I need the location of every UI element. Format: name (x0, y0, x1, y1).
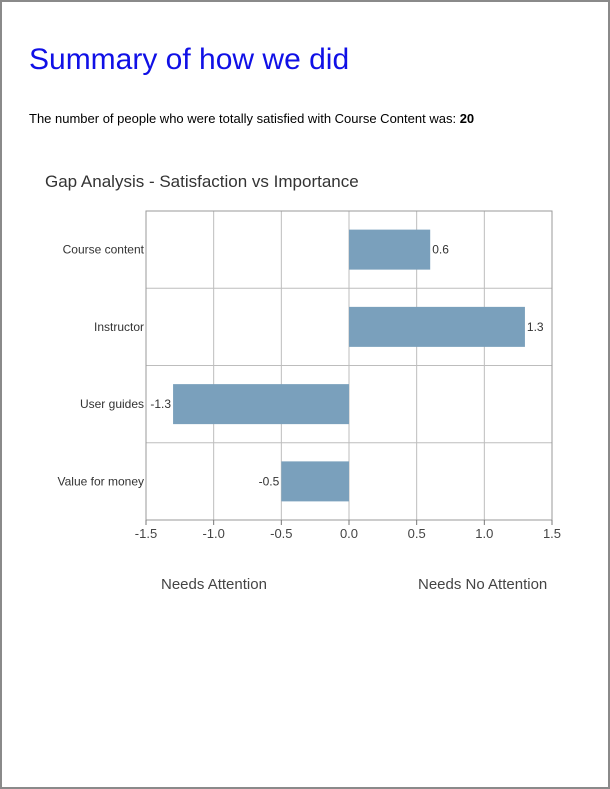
bar-course-content (349, 229, 431, 270)
needs-attention-label: Needs Attention (161, 576, 267, 593)
chart-grid (146, 211, 552, 520)
x-tick-label: 1.5 (543, 526, 561, 541)
x-tick-label: -0.5 (270, 526, 292, 541)
bar-value-for-money (281, 461, 349, 502)
data-label: -0.5 (259, 474, 280, 488)
category-label: Value for money (58, 474, 145, 488)
summary-line: The number of people who were totally sa… (29, 111, 474, 126)
category-label: Course content (63, 243, 145, 257)
chart-title: Gap Analysis - Satisfaction vs Importanc… (45, 172, 359, 191)
chart-frame (145, 210, 553, 525)
x-tick-label: 0.5 (408, 526, 426, 541)
summary-text: The number of people who were totally sa… (29, 111, 457, 126)
data-label: 1.3 (527, 320, 544, 334)
x-tick-label: 1.0 (475, 526, 493, 541)
bar-instructor (349, 306, 525, 347)
needs-no-attention-label: Needs No Attention (418, 576, 548, 593)
bar-user-guides (173, 384, 349, 425)
data-label: 0.6 (432, 243, 449, 257)
chart-bars (173, 229, 525, 502)
chart-labels: Course content 0.6 Instructor 1.3 User guide… (58, 243, 562, 541)
summary-value: 20 (459, 111, 475, 126)
x-tick-label: -1.0 (202, 526, 224, 541)
x-tick-label: -1.5 (135, 526, 157, 541)
category-label: Instructor (94, 320, 144, 334)
x-tick-label: 0.0 (340, 526, 358, 541)
page-title: Summary of how we did (29, 43, 350, 76)
data-label: -1.3 (150, 397, 171, 411)
category-label: User guides (80, 397, 144, 411)
